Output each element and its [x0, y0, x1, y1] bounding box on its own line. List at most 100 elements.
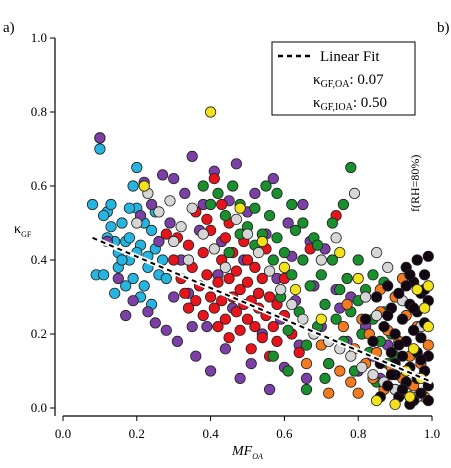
data-point [382, 280, 394, 292]
data-point [319, 372, 331, 384]
data-point [278, 261, 290, 273]
x-axis-label: MFOA [232, 444, 263, 461]
data-point [245, 357, 257, 370]
data-point [153, 206, 165, 218]
data-point [179, 287, 191, 299]
data-point [253, 287, 265, 299]
y-axis-label-main: κ [14, 222, 22, 237]
data-point [153, 235, 165, 248]
data-point [367, 269, 379, 281]
data-point [263, 210, 276, 222]
data-point [234, 202, 246, 214]
data-point [223, 247, 235, 259]
data-point [182, 302, 195, 314]
data-point [234, 283, 246, 296]
data-point [205, 365, 217, 377]
data-point [241, 228, 254, 240]
data-point [86, 198, 99, 211]
data-point [190, 350, 202, 362]
data-point [267, 320, 279, 333]
y-tick-label: 0.8 [31, 104, 47, 119]
data-point [315, 269, 327, 281]
data-point [334, 365, 346, 377]
data-point [98, 210, 110, 222]
data-point [271, 232, 283, 244]
data-point [212, 276, 224, 288]
data-point [326, 254, 338, 266]
data-point [382, 309, 394, 322]
data-point [422, 280, 434, 292]
x-tick-label: 0.4 [202, 426, 219, 441]
data-point [142, 306, 154, 318]
data-point [334, 283, 346, 296]
data-point [120, 309, 132, 322]
data-point [230, 306, 242, 318]
data-point [407, 324, 420, 336]
data-point [168, 291, 180, 303]
data-point [367, 335, 379, 347]
data-point [123, 202, 135, 214]
data-point [330, 232, 342, 244]
data-point [271, 187, 283, 199]
data-point [223, 272, 235, 285]
legend-box [271, 41, 416, 116]
data-point [160, 324, 172, 336]
data-point [359, 313, 372, 325]
data-point [205, 106, 217, 118]
data-point [160, 272, 172, 285]
legend-k-oa-value: : 0.07 [350, 72, 385, 88]
data-point [352, 272, 364, 285]
legend-k-ioa: κGF,IOA: 0.50 [313, 95, 387, 113]
data-point [326, 217, 338, 229]
data-point [186, 150, 198, 162]
data-point [127, 295, 139, 307]
data-point [256, 235, 268, 248]
y-axis-label: κGF [14, 222, 31, 239]
data-point [286, 198, 298, 211]
x-axis-label-main: MF [232, 444, 253, 459]
data-point [127, 180, 139, 192]
data-point [345, 350, 357, 362]
data-point [323, 357, 335, 370]
x-tick-label: 0.6 [276, 426, 293, 441]
data-point [256, 332, 268, 344]
data-point [120, 280, 132, 292]
data-point [234, 324, 246, 336]
data-point [385, 369, 397, 381]
data-point [190, 295, 202, 307]
data-point [223, 332, 235, 344]
legend-k-oa: κGF,OA: 0.07 [313, 72, 384, 90]
data-point [407, 302, 420, 314]
data-point [241, 313, 254, 325]
data-point [300, 357, 313, 370]
data-point [304, 280, 316, 292]
data-point [219, 232, 231, 244]
legend-k-oa-symbol: κ [313, 72, 321, 88]
data-point [297, 254, 309, 266]
data-point [293, 346, 305, 359]
data-point [341, 272, 353, 285]
data-point [422, 320, 434, 333]
data-point [168, 173, 180, 185]
data-point [422, 394, 434, 407]
data-point [341, 298, 353, 310]
data-point [146, 224, 158, 236]
data-point [282, 217, 294, 229]
data-point [249, 320, 261, 333]
data-point [396, 350, 409, 362]
data-point [415, 387, 427, 399]
data-point [422, 250, 434, 262]
data-point [168, 235, 180, 248]
data-point [105, 221, 117, 233]
data-point [227, 180, 239, 192]
data-point [345, 376, 357, 388]
data-point [253, 247, 265, 259]
data-point [407, 343, 420, 355]
data-point [334, 247, 346, 259]
data-point [212, 187, 224, 199]
data-point [400, 280, 412, 292]
data-point [385, 346, 397, 359]
data-point [197, 228, 209, 240]
